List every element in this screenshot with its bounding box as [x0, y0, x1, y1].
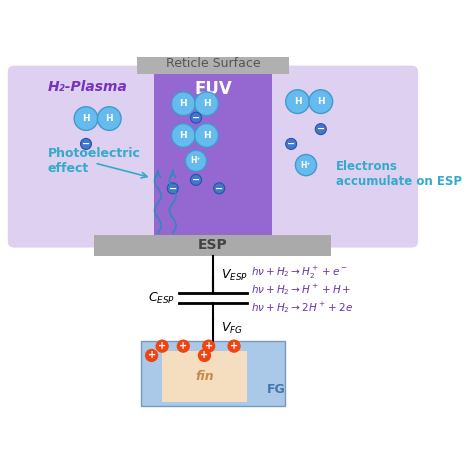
Text: H: H: [203, 99, 210, 108]
Text: $C_{ESP}$: $C_{ESP}$: [148, 291, 175, 306]
Circle shape: [98, 107, 121, 130]
Text: H: H: [105, 114, 113, 123]
Text: H: H: [180, 131, 187, 140]
Circle shape: [295, 155, 317, 176]
Circle shape: [191, 112, 201, 123]
Circle shape: [315, 124, 326, 135]
Text: +: +: [230, 341, 238, 351]
Text: +: +: [179, 341, 187, 351]
Text: −: −: [287, 139, 295, 149]
Text: ESP: ESP: [198, 238, 228, 253]
Text: H: H: [180, 99, 187, 108]
Circle shape: [156, 340, 168, 352]
FancyBboxPatch shape: [8, 66, 418, 247]
Circle shape: [286, 138, 297, 149]
Text: −: −: [192, 175, 200, 185]
Text: FG: FG: [267, 383, 286, 396]
Circle shape: [228, 340, 240, 352]
FancyBboxPatch shape: [154, 72, 272, 241]
Text: fin: fin: [195, 370, 214, 383]
Circle shape: [146, 349, 157, 361]
Text: H: H: [203, 131, 210, 140]
Circle shape: [199, 349, 210, 361]
Circle shape: [203, 340, 215, 352]
Text: $V_{FG}$: $V_{FG}$: [221, 320, 243, 336]
Circle shape: [195, 124, 219, 147]
Circle shape: [172, 92, 195, 116]
Circle shape: [74, 107, 98, 130]
FancyBboxPatch shape: [94, 235, 331, 256]
Text: H: H: [317, 97, 325, 106]
Text: +: +: [201, 350, 209, 360]
Text: $V_{ESP}$: $V_{ESP}$: [221, 267, 248, 283]
Text: H⁺: H⁺: [301, 161, 311, 170]
Text: −: −: [192, 113, 200, 123]
Circle shape: [81, 138, 91, 149]
Text: $h\nu + H_2 \rightarrow 2H^+ + 2e$: $h\nu + H_2 \rightarrow 2H^+ + 2e$: [251, 300, 353, 315]
Text: −: −: [317, 124, 325, 134]
Circle shape: [172, 124, 195, 147]
Circle shape: [195, 92, 219, 116]
Text: +: +: [205, 341, 213, 351]
Text: H: H: [82, 114, 90, 123]
Text: H: H: [294, 97, 301, 106]
FancyBboxPatch shape: [141, 341, 285, 406]
Text: EUV: EUV: [194, 80, 232, 98]
Text: +: +: [147, 350, 155, 360]
Circle shape: [191, 174, 201, 185]
Circle shape: [286, 90, 310, 113]
Text: H⁺: H⁺: [191, 156, 201, 165]
Circle shape: [185, 150, 207, 172]
Text: −: −: [169, 183, 177, 193]
FancyBboxPatch shape: [137, 57, 289, 74]
Circle shape: [167, 183, 178, 194]
Text: +: +: [158, 341, 166, 351]
Circle shape: [309, 90, 333, 113]
Text: −: −: [215, 183, 223, 193]
Text: Reticle Surface: Reticle Surface: [165, 57, 260, 70]
Text: Electrons
accumulate on ESP: Electrons accumulate on ESP: [336, 160, 462, 188]
Circle shape: [214, 183, 225, 194]
Text: H₂-Plasma: H₂-Plasma: [48, 80, 128, 94]
Text: −: −: [82, 139, 90, 149]
Text: $h\nu + H_2 \rightarrow H^+ + H +$: $h\nu + H_2 \rightarrow H^+ + H +$: [251, 282, 352, 297]
Circle shape: [177, 340, 189, 352]
FancyBboxPatch shape: [162, 351, 247, 402]
Text: Photoelectric
effect: Photoelectric effect: [48, 147, 141, 175]
Text: $h\nu + H_2 \rightarrow H_2^+ + e^-$: $h\nu + H_2 \rightarrow H_2^+ + e^-$: [251, 264, 347, 281]
